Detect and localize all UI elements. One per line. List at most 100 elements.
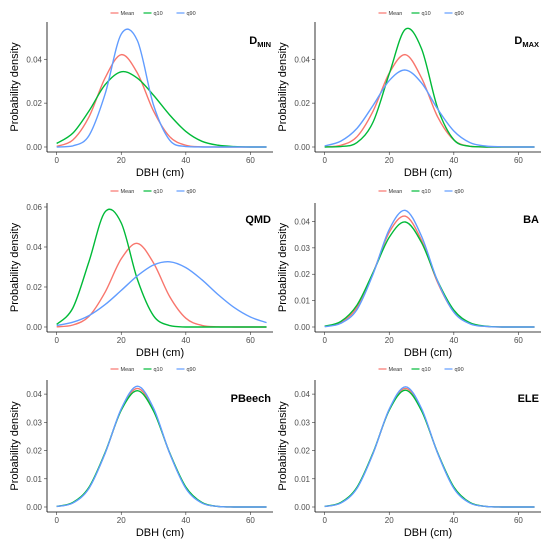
x-axis-label: DBH (cm) bbox=[136, 167, 184, 179]
y-tick-label: 0.04 bbox=[294, 217, 310, 226]
x-tick-label: 60 bbox=[514, 156, 523, 165]
panel-6: 0 20 40 60 0.00 0.01 0.02 0.03 0.04 DBH (cm) Proba… bbox=[277, 367, 541, 539]
x-tick-label: 60 bbox=[246, 336, 255, 345]
panel-title: ELE bbox=[518, 393, 539, 405]
series-line-mean bbox=[56, 242, 267, 328]
panel-title: DMIN bbox=[249, 35, 271, 49]
y-axis-label: Probability density bbox=[277, 401, 289, 491]
legend: Mean q10 q90 bbox=[110, 189, 196, 195]
y-tick-label: 0.00 bbox=[26, 323, 42, 332]
y-tick-label: 0.02 bbox=[26, 447, 42, 456]
x-tick-label: 0 bbox=[322, 156, 327, 165]
panel-4: 0 20 40 60 0.00 0.01 0.02 0.03 0.04 DBH (cm) Proba… bbox=[277, 189, 541, 359]
x-axis-label: DBH (cm) bbox=[136, 347, 184, 359]
series-line-q90 bbox=[324, 209, 535, 328]
x-tick-label: 20 bbox=[117, 516, 126, 525]
legend-label-q90: q90 bbox=[187, 367, 196, 373]
x-tick-label: 40 bbox=[181, 516, 190, 525]
x-axis-label: DBH (cm) bbox=[404, 347, 452, 359]
legend: Mean q10 q90 bbox=[378, 367, 464, 373]
y-tick-label: 0.00 bbox=[294, 143, 310, 152]
legend-label-q10: q10 bbox=[154, 11, 163, 17]
legend-label-mean: Mean bbox=[121, 367, 135, 373]
x-axis-label: DBH (cm) bbox=[136, 527, 184, 539]
y-tick-label: 0.04 bbox=[294, 390, 310, 399]
panel-title: QMD bbox=[245, 214, 271, 226]
series-line-q90 bbox=[56, 261, 267, 327]
x-tick-label: 0 bbox=[54, 336, 59, 345]
series-line-mean bbox=[56, 53, 267, 148]
legend: Mean q10 q90 bbox=[378, 11, 464, 17]
x-tick-label: 0 bbox=[54, 516, 59, 525]
y-tick-label: 0.02 bbox=[294, 99, 310, 108]
legend-label-q10: q10 bbox=[154, 189, 163, 195]
legend-label-q10: q10 bbox=[422, 367, 431, 373]
legend-label-q10: q10 bbox=[422, 11, 431, 17]
x-tick-label: 60 bbox=[514, 516, 523, 525]
x-tick-label: 0 bbox=[322, 516, 327, 525]
x-tick-label: 20 bbox=[385, 336, 394, 345]
panel-2: 0 20 40 60 0.00 0.02 0.04 DBH (cm) Probability d… bbox=[277, 11, 541, 179]
panel-1: 0 20 40 60 0.00 0.02 0.04 DBH (cm) Probability d… bbox=[9, 11, 273, 179]
legend: Mean q10 q90 bbox=[378, 189, 464, 195]
series-line-mean bbox=[324, 53, 535, 148]
legend-label-q90: q90 bbox=[187, 11, 196, 17]
series-line-q90 bbox=[324, 69, 535, 148]
panel-title: PBeech bbox=[231, 393, 272, 405]
y-tick-label: 0.01 bbox=[294, 297, 310, 306]
series-line-q90 bbox=[56, 385, 267, 508]
x-tick-label: 20 bbox=[385, 516, 394, 525]
legend-label-q90: q90 bbox=[455, 11, 464, 17]
y-axis-label: Probability density bbox=[9, 222, 21, 312]
y-axis-label: Probability density bbox=[277, 222, 289, 312]
panel-title: BA bbox=[523, 214, 539, 226]
y-axis-label: Probability density bbox=[9, 42, 21, 132]
legend: Mean q10 q90 bbox=[110, 367, 196, 373]
x-tick-label: 20 bbox=[117, 336, 126, 345]
y-tick-label: 0.00 bbox=[26, 503, 42, 512]
x-tick-label: 40 bbox=[449, 516, 458, 525]
x-tick-label: 0 bbox=[54, 156, 59, 165]
x-tick-label: 0 bbox=[322, 336, 327, 345]
y-tick-label: 0.03 bbox=[294, 244, 310, 253]
legend-label-mean: Mean bbox=[389, 189, 403, 195]
y-tick-label: 0.02 bbox=[294, 270, 310, 279]
series-line-q90 bbox=[56, 28, 267, 148]
y-tick-label: 0.00 bbox=[294, 503, 310, 512]
panel-3: 0 20 40 60 0.00 0.02 0.04 0.06 DBH (cm) Probabili… bbox=[9, 189, 273, 359]
y-tick-label: 0.03 bbox=[26, 418, 42, 427]
x-tick-label: 40 bbox=[449, 156, 458, 165]
series-line-q10 bbox=[56, 208, 267, 328]
y-tick-label: 0.06 bbox=[26, 203, 42, 212]
y-tick-label: 0.00 bbox=[26, 143, 42, 152]
legend-label-mean: Mean bbox=[121, 11, 135, 17]
legend-label-mean: Mean bbox=[389, 11, 403, 17]
x-tick-label: 20 bbox=[385, 156, 394, 165]
x-tick-label: 20 bbox=[117, 156, 126, 165]
x-tick-label: 40 bbox=[181, 156, 190, 165]
panel-5: 0 20 40 60 0.00 0.01 0.02 0.03 0.04 DBH (cm) Proba… bbox=[9, 367, 273, 539]
legend-label-mean: Mean bbox=[121, 189, 135, 195]
y-tick-label: 0.01 bbox=[294, 475, 310, 484]
y-tick-label: 0.04 bbox=[26, 55, 42, 64]
legend-label-q90: q90 bbox=[187, 189, 196, 195]
x-tick-label: 60 bbox=[246, 156, 255, 165]
x-tick-label: 60 bbox=[246, 516, 255, 525]
x-axis-label: DBH (cm) bbox=[404, 167, 452, 179]
y-tick-label: 0.04 bbox=[26, 243, 42, 252]
y-axis-label: Probability density bbox=[9, 401, 21, 491]
y-tick-label: 0.04 bbox=[294, 55, 310, 64]
series-line-q90 bbox=[324, 386, 535, 508]
y-tick-label: 0.02 bbox=[26, 99, 42, 108]
y-tick-label: 0.02 bbox=[26, 283, 42, 292]
y-tick-label: 0.01 bbox=[26, 475, 42, 484]
x-tick-label: 40 bbox=[449, 336, 458, 345]
panel-title: DMAX bbox=[514, 35, 539, 49]
legend-label-q90: q90 bbox=[455, 367, 464, 373]
y-tick-label: 0.02 bbox=[294, 447, 310, 456]
x-axis-label: DBH (cm) bbox=[404, 527, 452, 539]
legend: Mean q10 q90 bbox=[110, 11, 196, 17]
x-tick-label: 40 bbox=[181, 336, 190, 345]
legend-label-q90: q90 bbox=[455, 189, 464, 195]
